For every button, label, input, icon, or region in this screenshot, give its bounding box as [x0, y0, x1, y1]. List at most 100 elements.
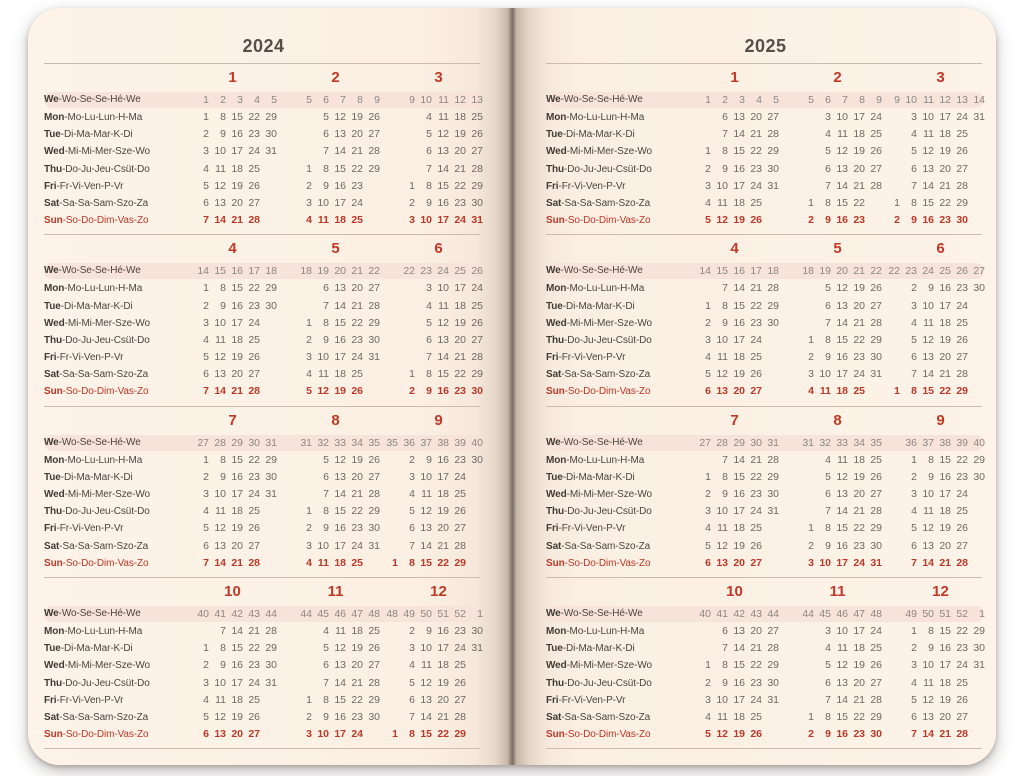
day-label: Tue-Di-Ma-Mar-K-Di — [546, 640, 676, 657]
date-cell — [968, 298, 985, 315]
date-cell — [398, 332, 415, 349]
day-label: Thu-Do-Ju-Jeu-Csüt-Do — [546, 675, 676, 692]
date-cell: 20 — [231, 368, 243, 381]
day-label-translations: -Do-Ju-Jeu-Csüt-Do — [564, 677, 652, 689]
date-cell: 1 — [409, 368, 415, 381]
date-cell — [762, 709, 779, 726]
date-cell: 12 — [922, 145, 934, 158]
date-cell: 28 — [767, 642, 779, 655]
month-slot: 2 9 16 23 30 — [380, 383, 483, 400]
date-cell — [192, 623, 209, 640]
date-grid: 1 8 15 22 29 — [295, 315, 380, 332]
date-cell: 22 — [853, 333, 865, 346]
month-slot: 1 8 15 22 29 — [380, 726, 483, 743]
day-label-primary: Thu — [546, 334, 565, 346]
weekday-row: Wed-Mi-Mi-Mer-Sze-Wo 3 10 17 24 31 7 14 21 28 4 11 1… — [44, 486, 483, 503]
date-cell: 24 — [248, 488, 260, 500]
date-grid: 6 13 20 27 — [883, 349, 985, 366]
date-cell: 16 — [437, 385, 449, 398]
date-cell: 15 — [437, 368, 449, 381]
date-cell: 22 — [853, 522, 865, 535]
month-slot: 7 — [174, 407, 277, 434]
day-label-primary: We — [546, 94, 561, 105]
date-cell: 8 — [825, 710, 831, 723]
day-label-translations: -So-Do-Dim-Vas-Zo — [62, 215, 149, 227]
date-cell — [797, 469, 814, 486]
date-cell: 25 — [750, 522, 762, 535]
date-cell — [865, 195, 882, 212]
date-cell: 14 — [922, 556, 934, 569]
day-label-primary: Wed — [44, 146, 65, 158]
date-cell: 9 — [722, 488, 728, 500]
date-cell: 27 — [454, 522, 466, 535]
date-cell: 19 — [939, 693, 951, 706]
date-cell: 30 — [265, 659, 277, 672]
week-cell: 28 — [716, 436, 728, 449]
date-cell: 1 — [808, 196, 814, 209]
month-slot: 2 9 16 23 30 — [676, 675, 779, 692]
day-label-primary: Tue — [44, 129, 61, 141]
date-cell: 28 — [956, 556, 968, 569]
date-cell: 9 — [323, 522, 329, 535]
date-cell: 26 — [368, 453, 380, 466]
date-cell — [797, 143, 814, 160]
weekday-row: Thu-Do-Ju-Jeu-Csüt-Do 3 10 17 24 1 8 15 22 29 5 12 1… — [546, 332, 985, 349]
date-cell: 28 — [248, 385, 260, 398]
date-grid: 6 13 20 27 — [694, 555, 779, 572]
date-cell: 2 — [409, 385, 415, 398]
date-cell: 18 — [351, 624, 363, 637]
month-slot: 6 13 20 27 — [676, 623, 779, 640]
date-cell: 4 — [203, 693, 209, 706]
date-cell: 11 — [923, 676, 934, 689]
date-cell: 12 — [836, 659, 848, 672]
date-cell — [762, 555, 779, 572]
date-cell: 19 — [939, 145, 951, 158]
date-cell: 11 — [923, 316, 934, 329]
date-cell: 1 — [306, 316, 312, 329]
day-label-primary: Thu — [44, 677, 63, 689]
date-cell: 29 — [870, 522, 882, 535]
date-cell: 19 — [351, 111, 363, 123]
day-label-translations: -Wo-Se-Se-Hé-We — [58, 265, 141, 277]
date-cell: 2 — [306, 179, 312, 192]
week-cell: 37 — [922, 436, 934, 449]
date-cell: 3 — [203, 676, 209, 689]
week-cell: 33 — [836, 436, 848, 449]
date-cell: 14 — [214, 556, 226, 569]
date-cell: 5 — [825, 659, 831, 672]
month-slot: 7 14 21 28 — [882, 366, 985, 383]
day-label: Sat-Sa-Sa-Sam-Szo-Za — [44, 366, 174, 383]
date-cell — [968, 503, 985, 520]
month-slot: 1 8 15 22 29 — [779, 709, 882, 726]
day-label-primary: Fri — [546, 523, 559, 535]
month-slot: 1 — [174, 64, 277, 91]
date-cell: 29 — [870, 710, 882, 723]
date-cell: 24 — [248, 145, 260, 158]
date-cell: 12 — [437, 316, 449, 329]
date-cell — [466, 486, 483, 503]
date-cell — [797, 486, 814, 503]
date-cell: 2 — [911, 642, 917, 655]
week-cell: 4 — [756, 94, 762, 106]
date-cell: 30 — [767, 162, 779, 175]
date-cell — [381, 709, 398, 726]
date-cell: 18 — [334, 214, 346, 227]
date-cell: 26 — [956, 333, 968, 346]
week-cell: 29 — [231, 436, 243, 449]
day-label-translations: -Wo-Se-Se-Hé-We — [58, 436, 141, 448]
day-label-primary: Thu — [546, 677, 565, 689]
day-label: Sun-So-Do-Dim-Vas-Zo — [546, 555, 676, 572]
week-cell: 8 — [859, 94, 865, 106]
date-grid: 7 14 21 28 — [192, 383, 277, 400]
date-cell: 11 — [837, 453, 848, 466]
month-slot: 4 11 18 25 — [174, 161, 277, 178]
section-divider — [546, 234, 982, 236]
day-label-primary: Mon — [44, 283, 65, 295]
date-grid: 4 11 18 25 — [398, 109, 483, 126]
date-cell — [968, 143, 985, 160]
week-number-row: We-Wo-Se-Se-Hé-We 14 15 16 17 18 18 19 20 21 22 22 2… — [44, 262, 483, 280]
day-label-primary: Wed — [546, 489, 567, 500]
month-slot: 5 12 19 26 — [882, 143, 985, 160]
date-cell: 1 — [203, 111, 209, 123]
